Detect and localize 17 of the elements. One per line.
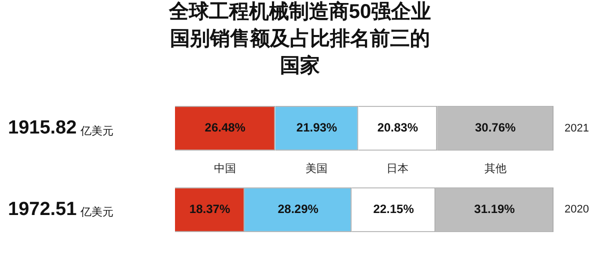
data-label: 31.19% (474, 202, 516, 216)
text: 1972.51 亿美元 (8, 198, 114, 220)
text: 1915.82 亿美元 (8, 118, 114, 139)
data-label: 21.93% (296, 120, 338, 135)
data-label: 20.83% (377, 120, 418, 135)
y-tick-label: 2020 (564, 204, 590, 216)
data-label: 22.15% (373, 202, 414, 216)
series-label: 中国 (214, 162, 236, 176)
data-label: 30.76% (474, 120, 516, 135)
series-label: 美国 (306, 162, 328, 176)
chart-title: 全球工程机械制造商50强企业国别销售额及占比排名前三的国家 (168, 0, 432, 78)
series-label: 日本 (386, 162, 409, 176)
data-label: 26.48% (204, 120, 246, 135)
data-label: 18.37% (189, 202, 230, 216)
series-label: 其他 (484, 162, 506, 176)
data-label: 28.29% (278, 202, 319, 216)
y-tick-label: 2021 (564, 122, 590, 134)
